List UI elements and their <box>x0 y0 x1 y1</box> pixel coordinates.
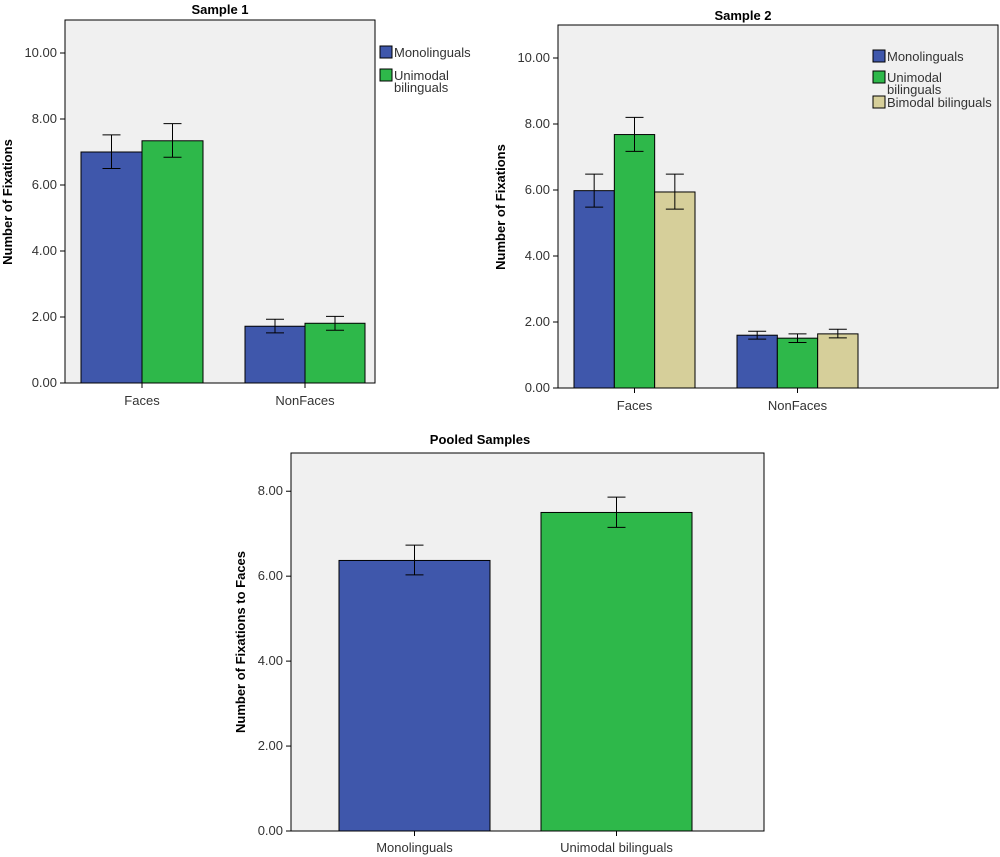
bar-monolinguals <box>736 334 778 389</box>
legend-label: Unimodal <box>887 70 942 85</box>
x-tick-label: Monolinguals <box>376 840 453 855</box>
bar-unimodal-bilinguals <box>540 511 693 832</box>
chart-title: Sample 2 <box>714 8 771 23</box>
bar-unimodal-bilinguals <box>776 337 819 389</box>
y-tick-label: 2.00 <box>525 314 550 329</box>
bar-monolinguals <box>244 325 306 384</box>
chart-sample-2: Sample 2 Number of Fixations 0.00 2.00 4.0… <box>493 8 999 413</box>
y-tick-label: 10.00 <box>517 50 550 65</box>
legend-swatch <box>379 68 393 82</box>
x-tick-label: Faces <box>617 398 653 413</box>
y-tick-label: 6.00 <box>258 568 283 583</box>
legend-label: bilinguals <box>887 82 942 97</box>
bar-bimodal-bilinguals <box>817 333 859 389</box>
y-axis-label: Number of Fixations to Faces <box>233 551 248 733</box>
bar-unimodal-bilinguals <box>613 134 656 389</box>
bar-monolinguals <box>80 151 143 384</box>
y-axis-label: Number of Fixations <box>493 144 508 270</box>
legend-swatch <box>872 95 886 109</box>
y-tick-label: 4.00 <box>258 653 283 668</box>
legend-swatch <box>872 49 886 63</box>
y-tick-label: 6.00 <box>32 177 57 192</box>
x-tick-label: Faces <box>124 393 160 408</box>
y-tick-label: 0.00 <box>32 375 57 390</box>
y-tick-label: 8.00 <box>32 111 57 126</box>
legend-label: Monolinguals <box>394 45 471 60</box>
y-tick-label: 2.00 <box>258 738 283 753</box>
chart-title: Sample 1 <box>191 2 248 17</box>
y-axis-label: Number of Fixations <box>0 139 15 265</box>
y-tick-label: 0.00 <box>258 823 283 838</box>
bar-monolinguals <box>573 190 615 389</box>
legend-label: bilinguals <box>394 80 449 95</box>
chart-sample-1: Sample 1 Number of Fixations 0.00 2.00 4.0… <box>0 2 471 408</box>
x-tick-label: NonFaces <box>768 398 828 413</box>
y-tick-label: 8.00 <box>525 116 550 131</box>
chart-pooled-samples: Pooled Samples Number of Fixations to Fa… <box>233 432 765 855</box>
legend-label: Bimodal bilinguals <box>887 95 992 110</box>
y-tick-label: 4.00 <box>32 243 57 258</box>
bar-monolinguals <box>338 559 491 832</box>
y-tick-label: 10.00 <box>24 45 57 60</box>
bar-bimodal-bilinguals <box>654 191 696 389</box>
legend-label: Unimodal <box>394 68 449 83</box>
bar-unimodal-bilinguals <box>304 322 366 384</box>
legend-swatch <box>872 70 886 84</box>
chart-title: Pooled Samples <box>430 432 530 447</box>
x-tick-label: Unimodal bilinguals <box>560 840 673 855</box>
x-tick-label: NonFaces <box>275 393 335 408</box>
bar-unimodal-bilinguals <box>141 140 204 384</box>
y-tick-label: 6.00 <box>525 182 550 197</box>
y-tick-label: 4.00 <box>525 248 550 263</box>
legend-label: Monolinguals <box>887 49 964 64</box>
y-tick-label: 8.00 <box>258 483 283 498</box>
legend-swatch <box>379 45 393 59</box>
y-tick-label: 0.00 <box>525 380 550 395</box>
y-tick-label: 2.00 <box>32 309 57 324</box>
